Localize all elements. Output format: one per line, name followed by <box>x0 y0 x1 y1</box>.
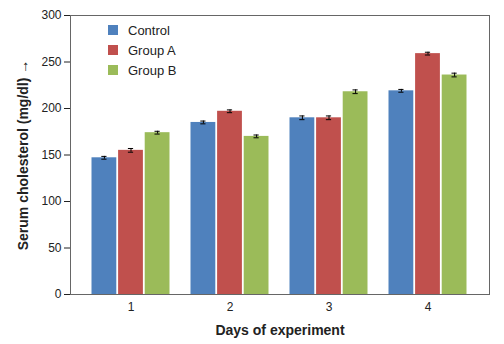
svg-text:4: 4 <box>425 300 432 314</box>
svg-text:150: 150 <box>41 148 61 162</box>
html-text:Control: Control <box>128 22 170 38</box>
svg-text:0: 0 <box>55 287 62 301</box>
svg-text:1: 1 <box>128 300 135 314</box>
svg-text:50: 50 <box>48 241 62 255</box>
svg-text:3: 3 <box>326 300 333 314</box>
svg-text:Serum cholesterol (mg/dl) →: Serum cholesterol (mg/dl) → <box>15 60 31 251</box>
svg-text:2: 2 <box>227 300 234 314</box>
html-text:Group A: Group A <box>128 42 176 58</box>
svg-text:200: 200 <box>41 101 61 115</box>
svg-text:100: 100 <box>41 194 61 208</box>
svg-text:Days of experiment: Days of experiment <box>215 322 344 338</box>
svg-text:250: 250 <box>41 55 61 69</box>
html-text:Group B: Group B <box>128 62 177 78</box>
svg-text:300: 300 <box>41 8 61 22</box>
